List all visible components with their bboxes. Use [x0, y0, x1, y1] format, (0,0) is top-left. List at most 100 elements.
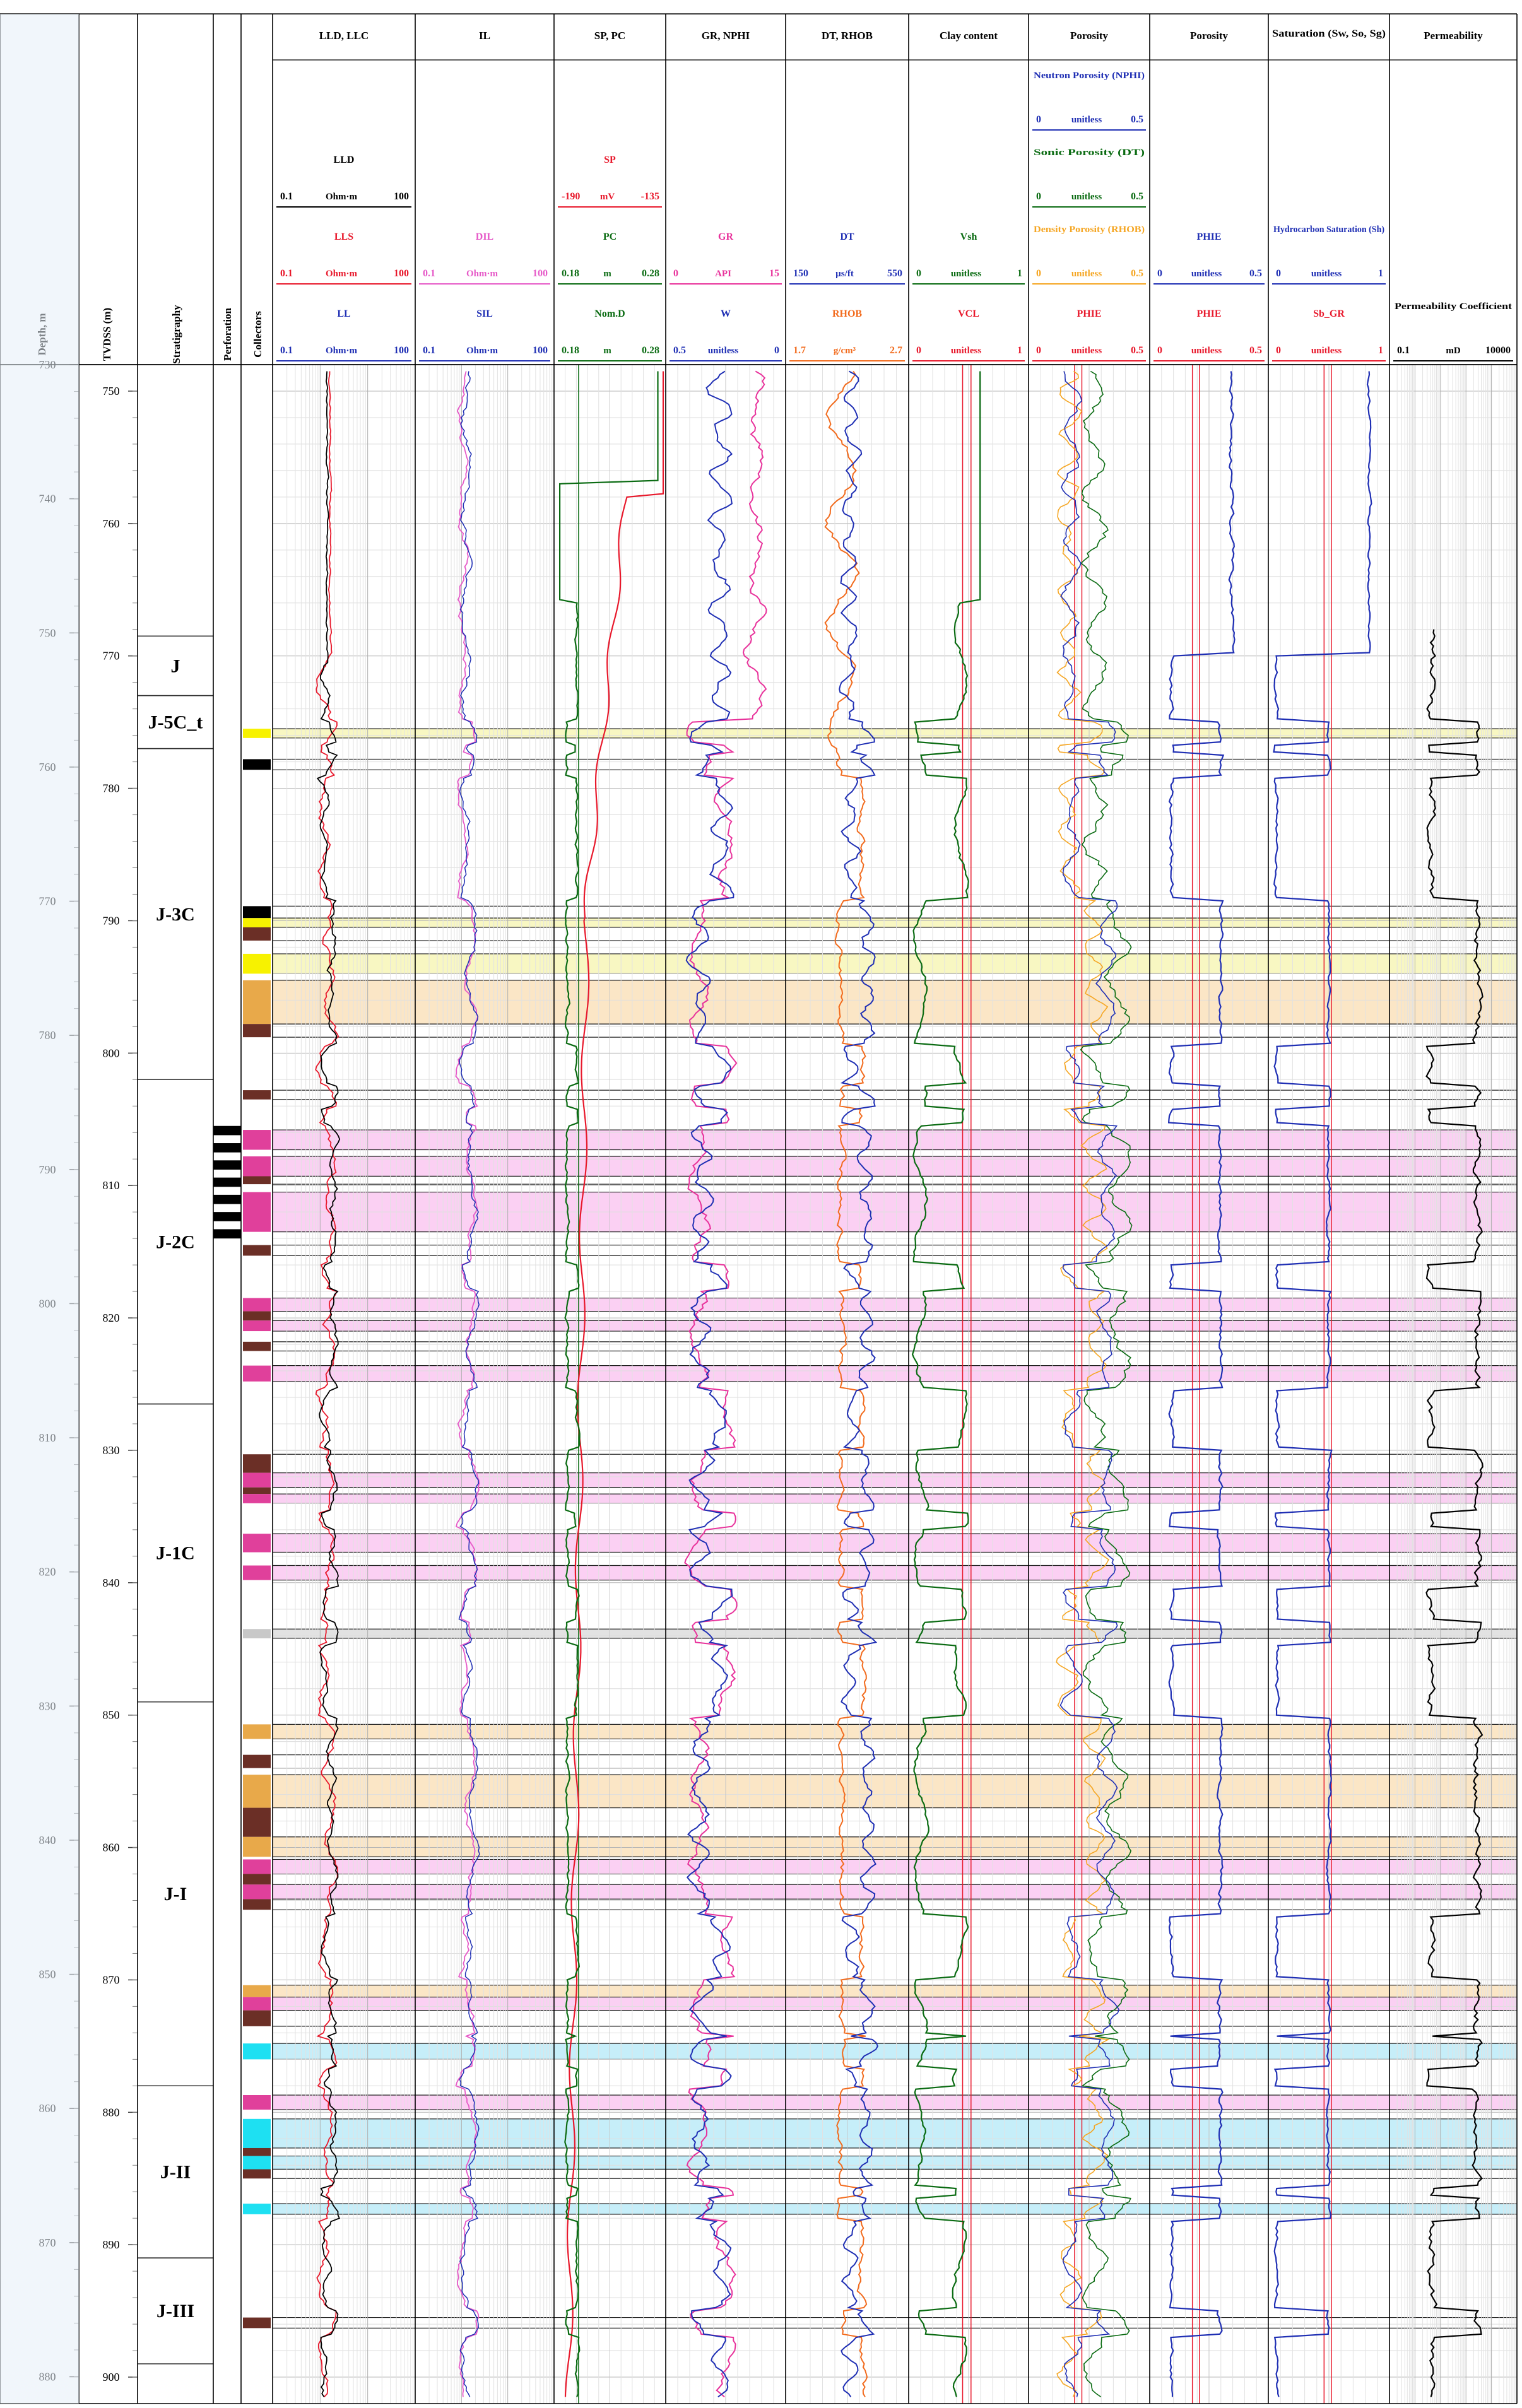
scale-max: 1 — [1017, 345, 1022, 356]
scale-max: 2.7 — [890, 345, 902, 356]
scale-min: 0 — [1276, 268, 1281, 279]
track-header-9: Saturation (Sw, So, Sg) Hydrocarbon Satur… — [1268, 28, 1389, 361]
track-title: GR, NPHI — [702, 30, 750, 42]
scale-max: 1 — [1378, 345, 1383, 356]
collector-band — [273, 1997, 1517, 2011]
scale-max: 0.5 — [1249, 345, 1262, 356]
tvdss-tick-label: 900 — [103, 2371, 120, 2383]
scale-min: 0.18 — [562, 345, 579, 356]
collector-interval — [243, 1985, 271, 1997]
sp-curve — [564, 371, 664, 2397]
collectors-header: Collectors — [252, 311, 264, 358]
collector-interval — [243, 2095, 271, 2110]
scale-max: 100 — [394, 345, 409, 356]
scale-min: 0.1 — [423, 268, 435, 279]
collector-interval — [243, 927, 271, 941]
scale-min: 0 — [1157, 268, 1162, 279]
collector-interval — [243, 1320, 271, 1332]
curve-name: Permeability Coefficient — [1395, 302, 1512, 312]
tvdss-tick-label: 800 — [103, 1047, 120, 1059]
collector-interval — [243, 1775, 271, 1808]
track-title: SP, PC — [594, 30, 625, 42]
scale-unit: Ohm·m — [466, 269, 498, 279]
track-title: LLD, LLC — [319, 30, 369, 42]
collector-interval — [243, 1024, 271, 1038]
curve-name: Neutron Porosity (NPHI) — [1034, 71, 1145, 81]
dil-curve — [455, 371, 480, 2397]
track-header-5: DT, RHOB DT 150 µs/ft 550 RHOB 1.7 g/cm³ 2.7 — [786, 30, 909, 361]
stratigraphy-unit: J-III — [156, 2301, 194, 2322]
curve-name: PHIE — [1196, 232, 1221, 242]
collector-interval — [243, 1298, 271, 1312]
curve-name: LLD — [334, 155, 355, 165]
scale-min: 0.5 — [673, 345, 686, 356]
scale-unit: unitless — [951, 346, 982, 356]
curve-name: Nom.D — [594, 308, 625, 319]
track-header-1: LLD, LLC LLD 0.1 Ohm·m 100 LLS 0.1 Ohm·m 100 LL 0.… — [273, 30, 415, 361]
stratigraphy-unit: J — [171, 655, 180, 676]
lls-curve — [315, 371, 339, 2398]
track-area: J J-5C_t J-3C J-2C J-1C J-I J-II J-III — [138, 365, 1517, 2404]
collector-interval — [243, 1192, 271, 1232]
collector-band — [273, 729, 1517, 738]
scale-max: 100 — [533, 268, 548, 279]
tvdss-tick-label: 790 — [103, 914, 120, 927]
collector-interval — [243, 759, 271, 770]
collector-interval — [243, 1156, 271, 1177]
perforation-interval — [213, 1125, 241, 1136]
track-4 — [666, 364, 786, 2404]
collector-interval — [243, 1899, 271, 1910]
perforation-interval — [213, 1194, 241, 1204]
tvdss-tick-label: 840 — [103, 1577, 120, 1589]
tvdss-tick-label: 760 — [103, 517, 120, 530]
curve-name: Density Porosity (RHOB) — [1034, 225, 1145, 235]
curve-name: W — [721, 308, 731, 319]
curve-name: LL — [337, 308, 350, 319]
scale-unit: unitless — [951, 269, 982, 279]
scale-min: 0 — [1276, 345, 1281, 356]
track-title: Porosity — [1190, 30, 1229, 42]
scale-max: -135 — [641, 191, 659, 202]
scale-max: 0.5 — [1131, 114, 1143, 125]
collector-interval — [243, 2010, 271, 2026]
phie-blue-curve — [1167, 371, 1236, 2397]
scale-max: 0.5 — [1249, 268, 1262, 279]
tvdss-tick-label: 780 — [103, 782, 120, 795]
stratigraphy-unit: J-II — [160, 2162, 191, 2183]
collector-interval — [243, 1472, 271, 1488]
collector-band — [273, 1494, 1517, 1503]
collector-band — [273, 1365, 1517, 1382]
curve-name: PHIE — [1196, 308, 1221, 319]
collector-interval — [243, 2043, 271, 2060]
scale-max: 0.28 — [642, 268, 659, 279]
tvdss-tick-label: 890 — [103, 2238, 120, 2251]
scale-min: 0 — [1036, 345, 1041, 356]
stratigraphy-unit: J-2C — [156, 1231, 195, 1252]
track-title: IL — [479, 30, 490, 42]
scale-min: 0.1 — [423, 345, 435, 356]
collector-interval — [243, 1090, 271, 1100]
track-7 — [1029, 364, 1150, 2404]
collector-band — [273, 1156, 1517, 1177]
scale-min: 0.1 — [280, 191, 293, 202]
tvdss-tick-label: 820 — [103, 1312, 120, 1324]
collector-interval — [243, 1884, 271, 1900]
scale-unit: mV — [600, 192, 615, 202]
collector-interval — [243, 1874, 271, 1885]
collector-band — [273, 1859, 1517, 1874]
scale-min: 150 — [793, 268, 808, 279]
gr-curve — [684, 370, 767, 2398]
collector-band — [273, 2095, 1517, 2110]
curve-name: Sonic Porosity (DT) — [1034, 148, 1145, 158]
scale-max: 0 — [774, 345, 779, 356]
collector-interval — [243, 2204, 271, 2214]
perforation-interval — [213, 1229, 241, 1239]
scale-unit: unitless — [1071, 269, 1102, 279]
tvdss-tick-label: 830 — [103, 1444, 120, 1457]
scale-unit: unitless — [1311, 269, 1342, 279]
curve-name: RHOB — [832, 308, 862, 319]
tvdss-tick-label: 860 — [103, 1841, 120, 1854]
collector-interval — [243, 1807, 271, 1837]
scale-min: 0 — [1036, 191, 1041, 202]
